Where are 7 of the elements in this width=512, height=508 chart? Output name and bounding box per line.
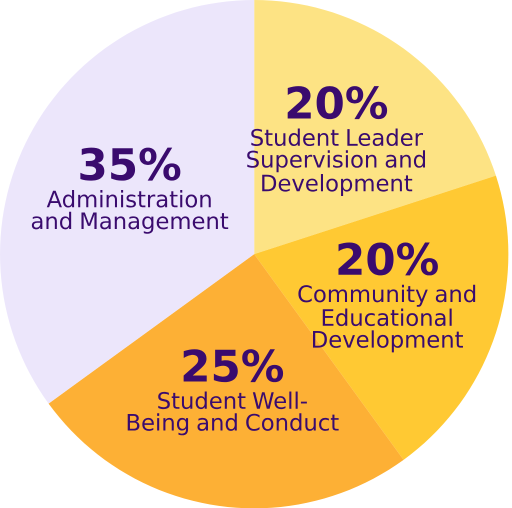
slice-label: Student Well-Being and Conduct xyxy=(128,391,339,436)
slice-label: Administration and Management xyxy=(32,190,228,234)
data-label: 20% xyxy=(338,242,438,276)
data-label: 25% xyxy=(184,349,284,382)
data-label: 35% xyxy=(80,147,180,180)
slice-label: Community and Educational Development xyxy=(298,284,476,352)
data-label: 20% xyxy=(288,86,388,119)
